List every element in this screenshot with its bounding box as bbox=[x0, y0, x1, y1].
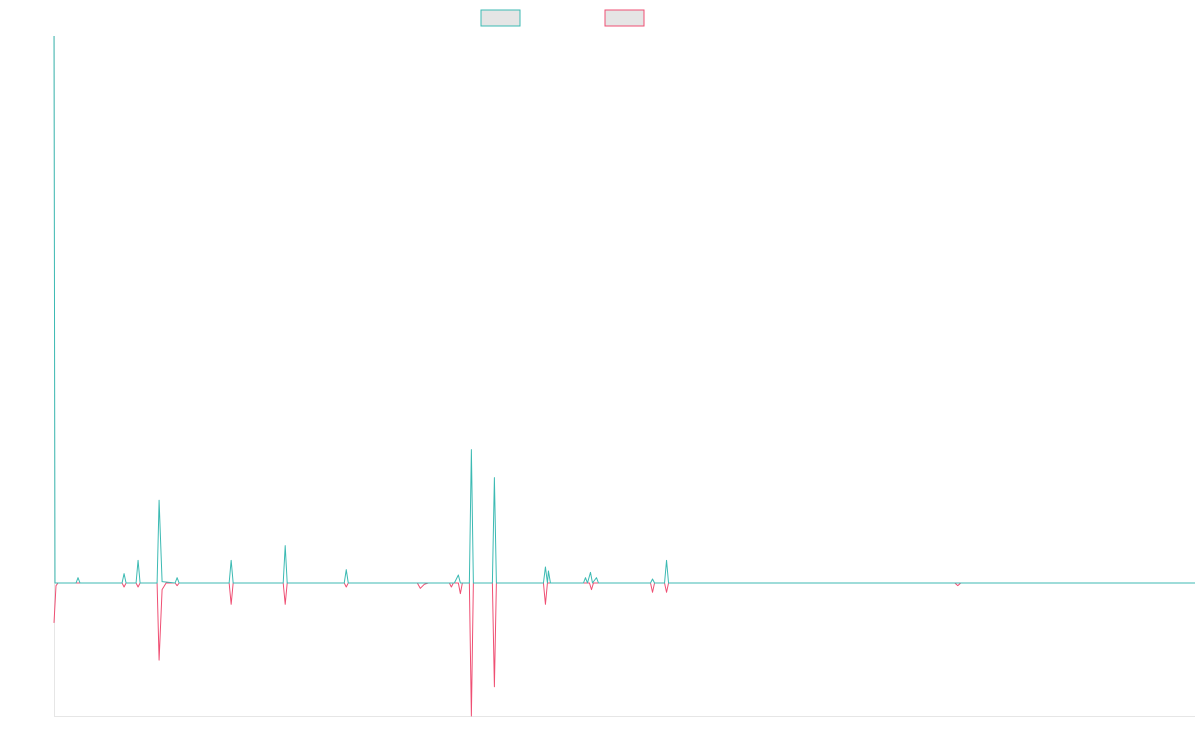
plot-area bbox=[53, 35, 1195, 717]
legend-swatch-series-b[interactable] bbox=[604, 9, 645, 27]
series-a-line[interactable] bbox=[53, 35, 1195, 584]
legend-swatch-series-a[interactable] bbox=[480, 9, 521, 27]
axes bbox=[54, 36, 1195, 717]
series-b-line[interactable] bbox=[53, 582, 1195, 717]
legend bbox=[480, 9, 645, 27]
